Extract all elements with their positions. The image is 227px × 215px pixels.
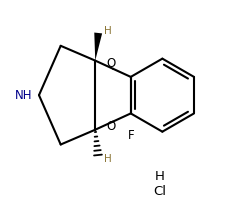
Text: H: H <box>154 170 164 183</box>
Text: O: O <box>106 120 115 133</box>
Text: Cl: Cl <box>152 185 165 198</box>
Text: H: H <box>104 154 111 164</box>
Text: NH: NH <box>14 89 32 102</box>
Text: O: O <box>106 57 115 70</box>
Text: H: H <box>104 26 111 36</box>
Polygon shape <box>94 32 102 61</box>
Text: F: F <box>127 129 133 142</box>
